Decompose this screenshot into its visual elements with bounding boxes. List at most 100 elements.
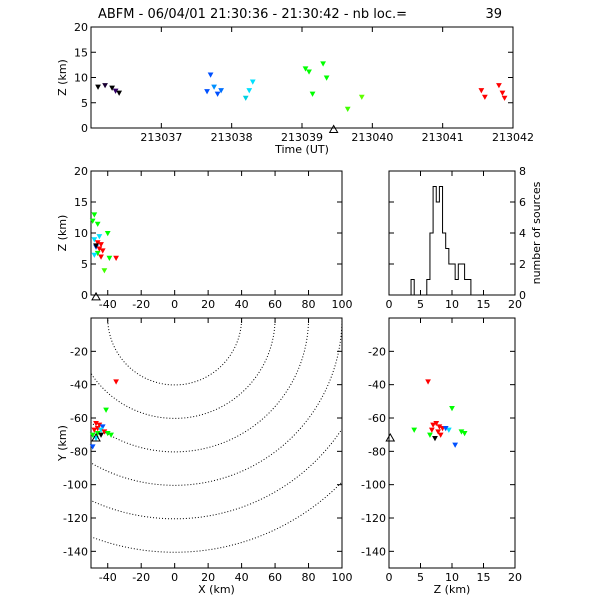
- source-point: [302, 66, 309, 72]
- x-axis-label: Time (UT): [274, 143, 329, 156]
- source-point: [449, 406, 455, 412]
- plan-view-panel: -40 -20 0 20 40 60 80 100 -140 -120 -100 -80 -60 -40 -…: [56, 317, 353, 596]
- x-tick-label: 213037: [140, 131, 182, 144]
- source-point: [428, 427, 435, 433]
- x-tick-label: 213040: [351, 131, 393, 144]
- source-point: [93, 436, 99, 442]
- source-point: [113, 255, 119, 262]
- x-height-panel: -40 -20 0 20 40 60 80 100 0 5 10 15 20 Z (km): [56, 165, 353, 311]
- y-tick-label: -20: [368, 345, 386, 358]
- x-tick-label: 5: [417, 571, 424, 584]
- x-tick-label: 5: [417, 298, 424, 311]
- x-tick-label: -40: [99, 571, 117, 584]
- plot-panels: 213037 213038 213039 213040 213041 213042 0 5 10…: [56, 21, 543, 596]
- y-tick-label: -140: [361, 545, 386, 558]
- source-point: [496, 83, 502, 89]
- source-point: [104, 231, 111, 237]
- x-tick-label: 40: [235, 571, 249, 584]
- station-marker-triangle: [91, 432, 101, 442]
- y-tick-label: 0: [519, 289, 526, 302]
- y-tick-label: -100: [361, 479, 386, 492]
- x-tick-label: 15: [477, 571, 491, 584]
- source-point: [320, 61, 326, 67]
- source-point: [218, 88, 224, 94]
- y-tick-label: 5: [81, 97, 88, 110]
- source-point: [481, 94, 488, 100]
- y-axis-label: Y (km): [56, 425, 69, 462]
- x-tick-label: 20: [508, 571, 522, 584]
- source-point: [106, 255, 113, 262]
- source-point: [499, 90, 506, 96]
- source-point: [461, 431, 468, 437]
- x-tick-label: 40: [235, 298, 249, 311]
- source-point: [435, 429, 442, 435]
- y-tick-label: 15: [74, 46, 88, 59]
- y-tick-label: 4: [519, 227, 526, 240]
- source-point: [102, 83, 108, 89]
- x-tick-label: 0: [386, 571, 393, 584]
- plot-frame: [90, 170, 343, 296]
- source-point: [98, 242, 104, 248]
- x-tick-label: 60: [268, 298, 282, 311]
- source-point: [94, 221, 101, 227]
- source-point: [103, 407, 109, 413]
- y-tick-label: -120: [361, 512, 386, 525]
- x-tick-label: 0: [171, 298, 178, 311]
- source-point: [425, 379, 431, 385]
- source-point: [411, 427, 418, 433]
- x-tick-label: 0: [386, 298, 393, 311]
- histogram-step-line: [389, 186, 515, 296]
- source-point: [430, 422, 436, 428]
- source-point: [242, 95, 249, 101]
- y-tick-label: 2: [519, 258, 526, 271]
- x-tick-label: 15: [477, 298, 491, 311]
- source-point: [323, 75, 330, 81]
- y-tick-label: 0: [81, 289, 88, 302]
- x-tick-label: 10: [445, 298, 459, 311]
- source-point: [98, 254, 104, 260]
- x-tick-label: 213039: [281, 131, 323, 144]
- figure-title: ABFM - 06/04/01 21:30:36 - 21:30:42 - nb…: [98, 7, 407, 22]
- source-point: [452, 442, 459, 448]
- x-tick-label: 213042: [492, 131, 534, 144]
- source-point: [432, 436, 438, 442]
- y-tick-label: 20: [74, 21, 88, 34]
- source-point: [89, 444, 96, 450]
- y-tick-label: 15: [74, 196, 88, 209]
- plot-frame: [90, 26, 514, 129]
- x-tick-label: 20: [508, 298, 522, 311]
- source-point: [501, 95, 508, 101]
- source-point: [211, 84, 217, 90]
- x-tick-label: -40: [99, 298, 117, 311]
- y-tick-label: 0: [81, 122, 88, 135]
- station-marker-triangle: [91, 291, 101, 301]
- x-tick-label: 80: [302, 298, 316, 311]
- source-point: [91, 237, 98, 243]
- source-point: [478, 88, 485, 94]
- plot-frame: [388, 170, 516, 296]
- source-point: [99, 424, 106, 430]
- y-tick-label: -60: [70, 412, 88, 425]
- y-tick-label: 8: [519, 165, 526, 178]
- source-point: [95, 84, 101, 90]
- height-y-panel: 0 5 10 15 20 -140 -120 -100 -80 -60 -40 -20 Z (km): [361, 317, 522, 596]
- x-tick-label: -20: [132, 298, 150, 311]
- x-tick-label: 10: [445, 571, 459, 584]
- time-height-panel: 213037 213038 213039 213040 213041 213042 0 5 10…: [56, 21, 534, 156]
- source-point: [109, 85, 115, 91]
- x-tick-label: 100: [332, 298, 353, 311]
- source-point: [91, 212, 98, 218]
- y-axis-label: number of sources: [530, 181, 543, 284]
- y-tick-label: -80: [368, 445, 386, 458]
- y-tick-label: -20: [70, 345, 88, 358]
- source-point: [427, 432, 433, 438]
- y-tick-label: 20: [74, 165, 88, 178]
- x-tick-label: 0: [171, 571, 178, 584]
- source-point: [93, 243, 99, 249]
- source-point: [91, 252, 98, 258]
- x-tick-label: 60: [268, 571, 282, 584]
- y-tick-label: -60: [368, 412, 386, 425]
- source-point: [113, 379, 119, 385]
- x-tick-label: 213041: [422, 131, 464, 144]
